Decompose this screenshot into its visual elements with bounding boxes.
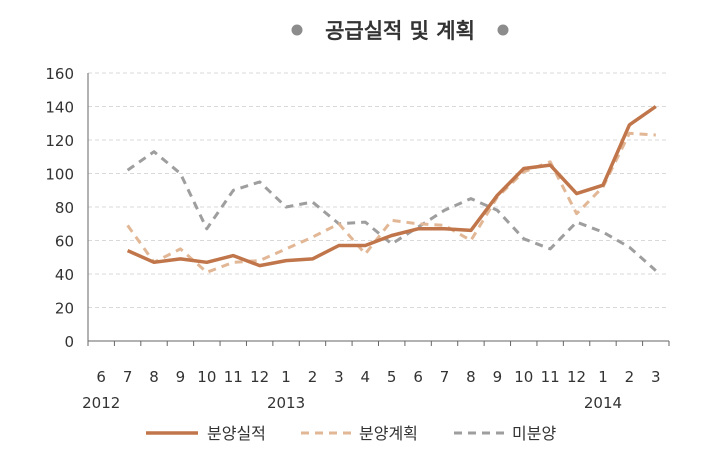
y-tick-label: 80 bbox=[55, 199, 74, 217]
series-lines bbox=[126, 105, 657, 274]
y-tick-label: 60 bbox=[55, 233, 74, 251]
x-tick-label: 3 bbox=[651, 368, 661, 386]
x-tick-label: 10 bbox=[514, 368, 533, 386]
chart-title-group: 공급실적 및 계획 bbox=[291, 19, 509, 43]
x-tick-label: 9 bbox=[493, 368, 503, 386]
x-tick-label: 7 bbox=[440, 368, 450, 386]
x-tick-label: 2 bbox=[625, 368, 635, 386]
legend-label: 분양실적 bbox=[207, 424, 266, 443]
legend: 분양실적 분양계획 미분양 bbox=[146, 424, 556, 443]
y-tick-label: 120 bbox=[45, 132, 74, 150]
series-line-2 bbox=[126, 131, 656, 274]
x-tick-label: 6 bbox=[96, 368, 106, 386]
title-bullet-left-icon bbox=[291, 24, 303, 36]
y-tick-label: 0 bbox=[64, 333, 74, 351]
series-line-3 bbox=[126, 150, 657, 272]
legend-label: 분양계획 bbox=[359, 424, 418, 443]
x-tick-label: 9 bbox=[176, 368, 186, 386]
x-tick-label: 8 bbox=[466, 368, 476, 386]
y-tick-label: 20 bbox=[55, 300, 74, 318]
y-tick-label: 100 bbox=[45, 166, 74, 184]
x-tick-label: 6 bbox=[413, 368, 423, 386]
x-tick-label: 10 bbox=[197, 368, 216, 386]
legend-label: 미분양 bbox=[512, 424, 556, 443]
x-year-label: 2014 bbox=[584, 394, 622, 412]
x-tick-label: 4 bbox=[361, 368, 371, 386]
x-tick-label: 1 bbox=[281, 368, 291, 386]
x-tick-label: 5 bbox=[387, 368, 397, 386]
grid-lines bbox=[88, 72, 669, 308]
y-tick-label: 40 bbox=[55, 266, 74, 284]
x-tick-label: 12 bbox=[250, 368, 269, 386]
x-tick-label: 8 bbox=[149, 368, 159, 386]
x-year-label: 2012 bbox=[82, 394, 120, 412]
y-tick-label: 160 bbox=[45, 65, 74, 83]
series-line-1 bbox=[126, 105, 657, 268]
title-bullet-right-icon bbox=[497, 24, 509, 36]
x-tick-label: 12 bbox=[567, 368, 586, 386]
x-tick-label: 11 bbox=[541, 368, 560, 386]
x-tick-label: 1 bbox=[598, 368, 608, 386]
y-tick-label: 140 bbox=[45, 99, 74, 117]
chart-title: 공급실적 및 계획 bbox=[325, 19, 475, 43]
x-tick-label: 2 bbox=[308, 368, 318, 386]
x-tick-label: 11 bbox=[224, 368, 243, 386]
x-year-label: 2013 bbox=[267, 394, 305, 412]
x-tick-label: 7 bbox=[123, 368, 133, 386]
x-tick-label: 3 bbox=[334, 368, 344, 386]
